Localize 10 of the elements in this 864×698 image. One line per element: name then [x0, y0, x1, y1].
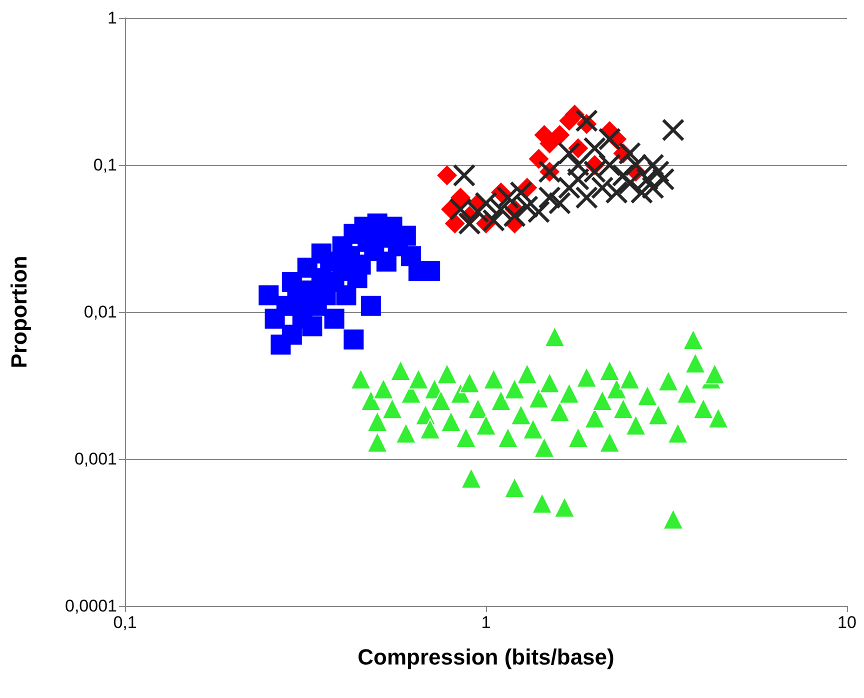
x-tick-label: 1 — [481, 613, 491, 632]
x-axis-title: Compression (bits/base) — [358, 644, 614, 670]
y-tick-label: 0,1 — [93, 156, 117, 174]
y-axis-title: Proportion — [6, 256, 32, 368]
x-tick-label: 10 — [838, 613, 856, 632]
x-tick-label: 0,1 — [113, 613, 137, 632]
y-tick-label: 0,0001 — [65, 596, 117, 616]
y-tick-label: 0,001 — [74, 450, 117, 468]
y-tick-label: 1 — [108, 8, 117, 28]
y-tick-label: 0,01 — [84, 302, 117, 322]
